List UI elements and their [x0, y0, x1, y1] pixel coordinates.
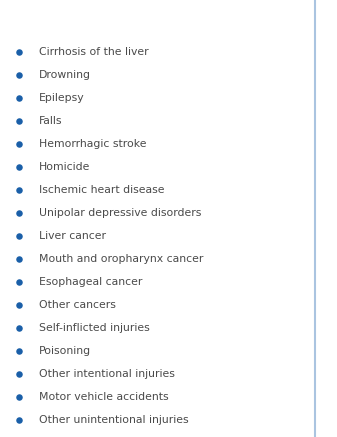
Point	[16, 416, 21, 423]
Point	[16, 95, 21, 102]
Point	[16, 370, 21, 377]
Text: Unipolar depressive disorders: Unipolar depressive disorders	[39, 208, 201, 218]
Text: Cirrhosis of the liver: Cirrhosis of the liver	[39, 48, 148, 57]
Text: Self-inflicted injuries: Self-inflicted injuries	[39, 323, 150, 333]
Text: Esophageal cancer: Esophageal cancer	[39, 277, 142, 287]
Point	[16, 187, 21, 194]
Text: Other unintentional injuries: Other unintentional injuries	[39, 415, 188, 424]
Point	[16, 278, 21, 285]
Text: Drowning: Drowning	[39, 70, 91, 80]
Point	[16, 324, 21, 331]
Point	[16, 141, 21, 148]
Text: Mouth and oropharynx cancer: Mouth and oropharynx cancer	[39, 254, 203, 264]
Text: Other intentional injuries: Other intentional injuries	[39, 369, 175, 378]
Text: Homicide: Homicide	[39, 162, 90, 172]
Text: Motor vehicle accidents: Motor vehicle accidents	[39, 392, 168, 402]
Point	[16, 302, 21, 309]
Point	[16, 232, 21, 239]
Point	[16, 164, 21, 171]
Text: Poisoning: Poisoning	[39, 346, 91, 356]
Point	[16, 210, 21, 217]
Point	[16, 49, 21, 56]
Point	[16, 347, 21, 354]
Point	[16, 118, 21, 125]
Point	[16, 393, 21, 400]
Text: Hemorrhagic stroke: Hemorrhagic stroke	[39, 139, 146, 149]
Text: Other cancers: Other cancers	[39, 300, 116, 310]
Point	[16, 255, 21, 262]
Text: Ischemic heart disease: Ischemic heart disease	[39, 185, 164, 195]
Point	[16, 72, 21, 79]
Text: Epilepsy: Epilepsy	[39, 94, 84, 103]
Text: Liver cancer: Liver cancer	[39, 231, 106, 241]
Text: Falls: Falls	[39, 116, 62, 126]
